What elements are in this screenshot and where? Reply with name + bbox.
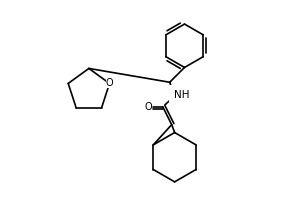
- Text: O: O: [144, 102, 152, 112]
- Text: O: O: [106, 78, 113, 88]
- Text: NH: NH: [174, 90, 189, 100]
